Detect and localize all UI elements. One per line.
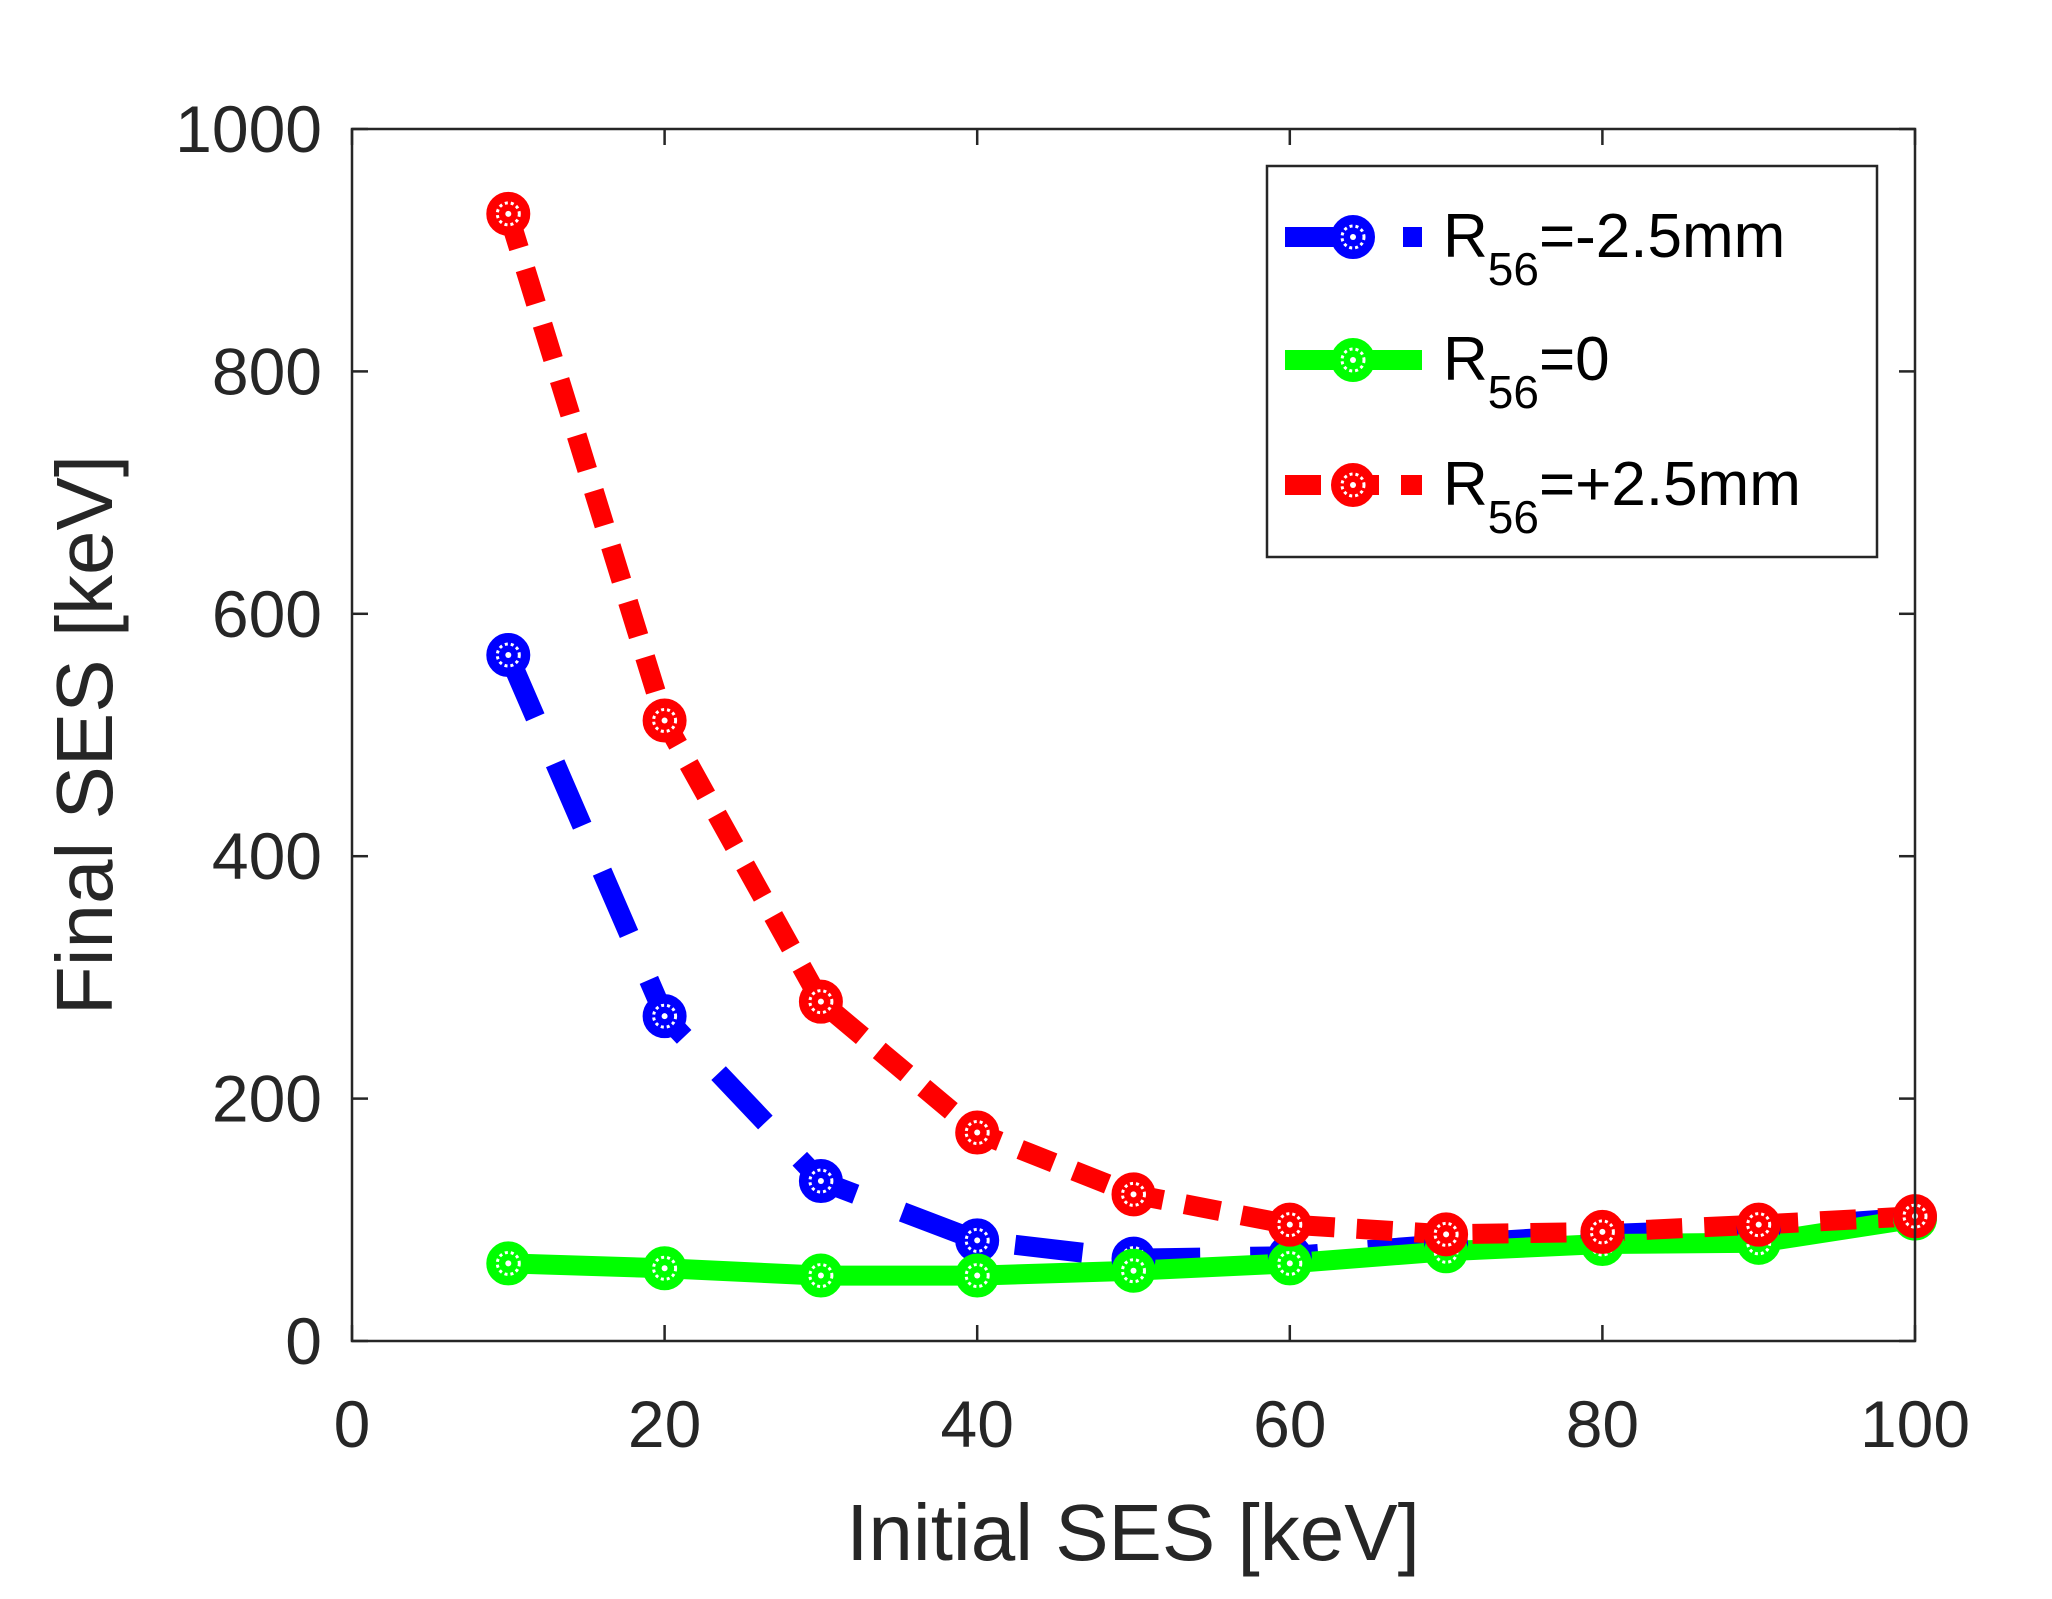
series-lines — [498, 210, 1917, 1286]
x-tick-label: 60 — [1253, 1387, 1326, 1461]
y-tick-label: 0 — [285, 1304, 322, 1378]
legend-item-2: R56=+2.5mm — [1285, 450, 1801, 543]
legend-marker — [1331, 338, 1375, 382]
series-2-point — [642, 698, 687, 743]
series-1-point — [955, 1253, 1000, 1298]
series-markers — [486, 191, 1937, 1298]
legend-label: R56=-2.5mm — [1443, 202, 1785, 295]
series-2-point — [1267, 1202, 1312, 1247]
series-2-point — [798, 979, 843, 1024]
x-tick-label: 80 — [1566, 1387, 1639, 1461]
y-tick-label: 200 — [212, 1062, 322, 1136]
series-0-point — [798, 1159, 843, 1204]
legend-label: R56=+2.5mm — [1443, 450, 1801, 543]
series-1-point — [1267, 1241, 1312, 1286]
series-line-2 — [498, 210, 1916, 1245]
series-0-point — [486, 633, 531, 678]
y-tick-label: 400 — [212, 819, 322, 893]
series-2-point — [1736, 1202, 1781, 1247]
legend-marker — [1331, 463, 1375, 507]
series-2-point — [1424, 1212, 1469, 1257]
legend-label: R56=0 — [1443, 325, 1610, 418]
series-line-1 — [507, 1208, 1917, 1286]
series-1-point — [798, 1253, 843, 1298]
x-tick-label: 100 — [1860, 1387, 1970, 1461]
series-1-point — [1111, 1248, 1156, 1293]
series-1-point — [642, 1246, 687, 1291]
series-2-point — [486, 191, 531, 236]
x-tick-label: 40 — [940, 1387, 1013, 1461]
series-2-point — [1111, 1172, 1156, 1217]
x-tick-label: 20 — [628, 1387, 701, 1461]
y-tick-label: 600 — [212, 577, 322, 651]
y-axis-label: Final SES [keV] — [40, 455, 129, 1015]
legend-items: R56=-2.5mm R56=0 R56=+2.5mm — [1285, 202, 1801, 543]
legend-marker — [1331, 215, 1375, 259]
legend-item-0: R56=-2.5mm — [1285, 202, 1785, 295]
y-tick-label: 800 — [212, 334, 322, 408]
axes-box — [350, 127, 1917, 1343]
series-1-point — [486, 1241, 531, 1286]
x-axis-label: Initial SES [keV] — [846, 1488, 1420, 1577]
x-tick-label: 0 — [334, 1387, 371, 1461]
legend: R56=-2.5mm R56=0 R56=+2.5mm — [1265, 164, 1879, 559]
series-2-point — [1580, 1209, 1625, 1254]
series-2-point — [955, 1110, 1000, 1155]
series-line-0 — [499, 651, 1916, 1269]
legend-item-1: R56=0 — [1285, 325, 1610, 418]
y-tick-label: 1000 — [175, 92, 322, 166]
series-0-point — [642, 994, 687, 1039]
